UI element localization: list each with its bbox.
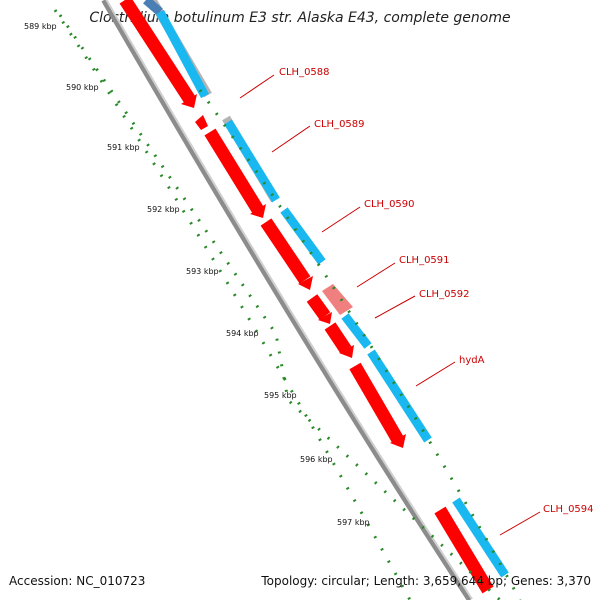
scale-label: 590 kbp [66,83,99,92]
scale-label: 592 kbp [147,205,180,214]
gene-label: CLH_0588 [279,67,330,78]
gene-clh-0590-arrow [260,218,311,284]
gene-blue-5 [367,349,432,443]
gene-clh-0588-tip [181,94,197,108]
gene-labels: CLH_0588 CLH_0589 CLH_0590 CLH_0591 CLH_0592… [279,67,594,515]
gene-clh-0594-arrow [434,506,494,594]
gene-blue-2 [224,119,280,203]
scale-label: 597 kbp [337,518,370,527]
gene-clh-0590-tip [298,276,313,290]
gene-hyda-tip [390,434,406,448]
gene-hyda-arrow [349,362,404,444]
gene-label: CLH_0590 [364,199,415,210]
gene-blue-6 [452,497,509,578]
forward-genes [119,0,494,594]
gene-dark-blue-segment [143,0,163,16]
gene-label-lines [239,74,541,536]
scale-label: 596 kbp [300,455,333,464]
scale-label: 595 kbp [264,391,297,400]
outer-scale-ticks [58,14,502,600]
genome-summary: Topology: circular; Length: 3,659,644 bp… [261,574,591,588]
reverse-genes [143,0,509,578]
gene-blue-4 [341,313,372,349]
backbone [101,0,473,600]
inner-scale-ticks [53,9,412,600]
gene-label: hydA [459,355,485,366]
gene-clh-0592-arrow [324,322,352,354]
gene-label: CLH_0589 [314,119,365,130]
gene-pseudo-block [322,284,353,315]
scale-labels: 589 kbp 590 kbp 591 kbp 592 kbp 593 kbp 594 k… [24,22,370,527]
gene-blue-3 [280,207,326,265]
scale-label: 593 kbp [186,267,219,276]
gene-label: CLH_0591 [399,255,450,266]
scale-label: 594 kbp [226,329,259,338]
scale-label: 589 kbp [24,22,57,31]
map-title: Clostridium botulinum E3 str. Alaska E43… [89,10,511,26]
gene-label: CLH_0592 [419,289,470,300]
gene-clh-0588-arrow [119,0,196,104]
gene-small-fragment [195,115,208,130]
gene-blue-1 [156,9,209,99]
gene-clh-0589-arrow [204,128,264,214]
accession-label: Accession: NC_010723 [9,574,146,588]
scale-label: 591 kbp [107,143,140,152]
gene-label: CLH_0594 [543,504,594,515]
gene-clh-0591-arrow [306,294,331,320]
gene-clh-0589-tip [250,204,266,218]
gene-clh-0591-tip [318,312,332,324]
gene-clh-0592-tip [339,345,354,358]
